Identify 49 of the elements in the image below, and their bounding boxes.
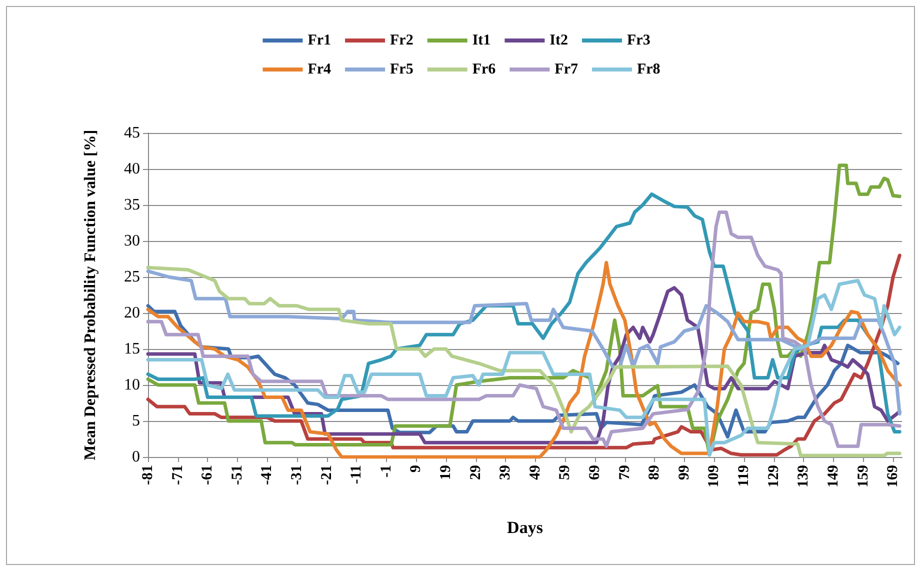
x-tick-label: 99 xyxy=(676,465,692,480)
legend-label: Fr5 xyxy=(390,62,414,78)
x-tick-label: 139 xyxy=(796,465,812,488)
legend-label: Fr6 xyxy=(472,62,496,78)
legend-label: It2 xyxy=(550,32,568,48)
y-tick-label: 25 xyxy=(124,268,140,286)
x-axis-title: Days xyxy=(507,518,544,537)
legend-label: Fr4 xyxy=(308,62,332,78)
x-tick-label: 119 xyxy=(736,465,752,487)
x-tick-label: 49 xyxy=(527,465,544,480)
legend-label: Fr1 xyxy=(308,32,332,48)
line-series xyxy=(146,269,902,416)
y-axis-title: Mean Depressed Probability Function value [%] xyxy=(82,130,99,460)
x-tick-label: 129 xyxy=(766,465,782,488)
x-tick-label: 109 xyxy=(706,465,722,488)
x-tick-label: 29 xyxy=(468,465,484,480)
x-tick-label: -1 xyxy=(378,465,394,478)
x-tick-label: -11 xyxy=(348,465,365,484)
legend-label: Fr7 xyxy=(554,62,578,78)
x-tick-label: -71 xyxy=(170,465,186,485)
y-tick-label: 30 xyxy=(124,232,140,250)
legend-label: Fr3 xyxy=(627,32,650,48)
x-tick-label: 159 xyxy=(855,465,872,488)
y-tick-label: 0 xyxy=(132,448,140,466)
legend-label: Fr2 xyxy=(390,32,414,48)
x-tick-label: -61 xyxy=(200,465,216,485)
y-tick-label: 5 xyxy=(132,412,140,430)
x-tick-label: 59 xyxy=(557,465,574,480)
legend-label: Fr8 xyxy=(636,62,660,78)
y-tick-label: 40 xyxy=(124,160,140,178)
x-tick-label: 89 xyxy=(646,465,663,480)
y-tick-label: 45 xyxy=(124,124,140,142)
x-tick-label: -41 xyxy=(259,465,276,485)
y-tick-label: 15 xyxy=(124,340,140,358)
x-tick-label: 69 xyxy=(587,465,604,480)
x-tick-label: -51 xyxy=(229,465,246,485)
x-tick-label: 9 xyxy=(408,465,424,472)
x-tick-label: -81 xyxy=(140,465,156,485)
x-tick-label: 169 xyxy=(885,465,902,488)
x-tick-label: 79 xyxy=(616,465,633,480)
y-tick-label: 20 xyxy=(124,304,140,322)
x-tick-label: 39 xyxy=(498,465,514,480)
x-tick-label: -31 xyxy=(289,465,306,485)
y-tick-label: 10 xyxy=(124,376,140,394)
x-tick-label: -21 xyxy=(318,465,335,485)
x-tick-label: 149 xyxy=(825,465,842,488)
y-tick-label: 35 xyxy=(124,196,140,214)
x-tick-label: 19 xyxy=(438,465,454,480)
legend-label: It1 xyxy=(472,32,491,48)
